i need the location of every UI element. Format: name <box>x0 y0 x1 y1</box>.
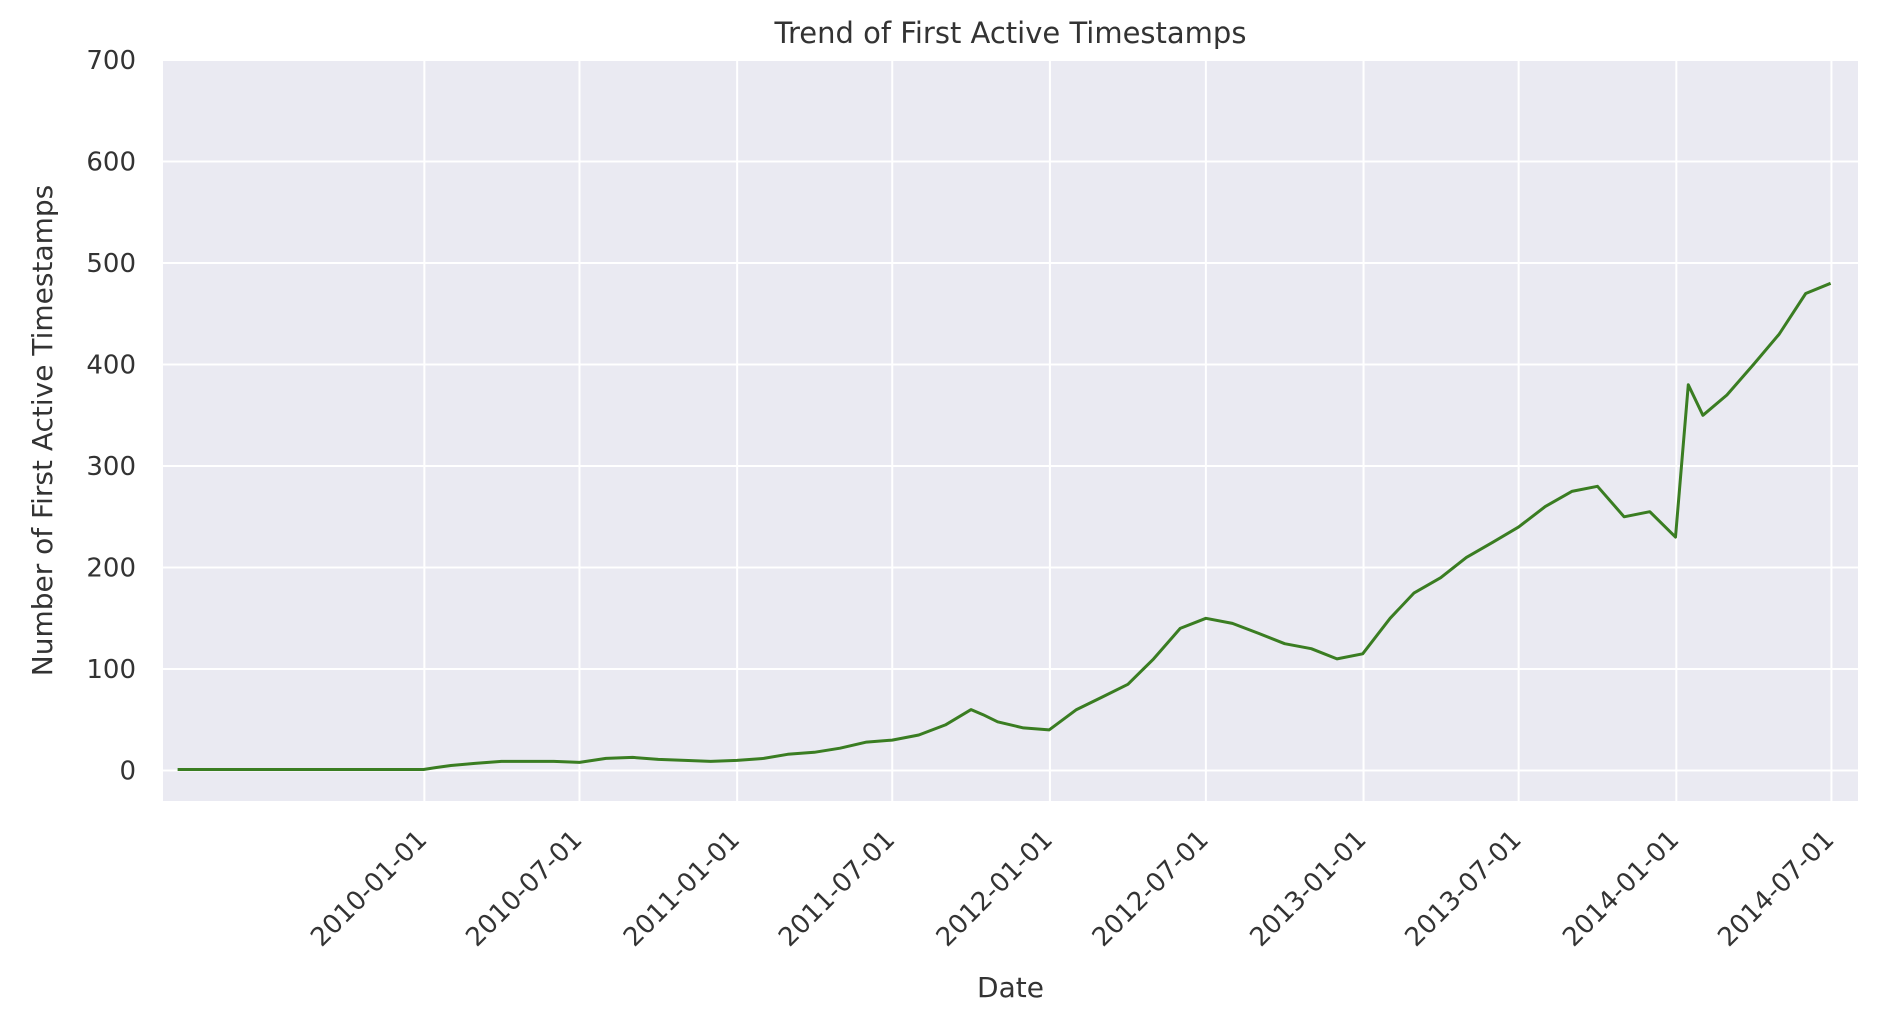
y-axis-ticks: 0 100 200 300 400 500 600 700 <box>86 46 136 787</box>
y-tick-label: 600 <box>86 148 136 178</box>
y-tick-label: 100 <box>86 655 136 685</box>
y-axis-label: Number of First Active Timestamps <box>26 185 59 677</box>
x-tick-label: 2014-07-01 <box>1712 825 1840 953</box>
x-tick-label: 2011-01-01 <box>618 825 746 953</box>
y-tick-label: 200 <box>86 554 136 584</box>
y-tick-label: 0 <box>119 757 136 787</box>
x-axis-ticks: 2010-01-01 2010-07-01 2011-01-01 2011-07-01… <box>305 825 1840 953</box>
series-line <box>177 281 1832 771</box>
y-tick-label: 400 <box>86 351 136 381</box>
y-tick-label: 500 <box>86 249 136 279</box>
y-tick-label: 300 <box>86 452 136 482</box>
x-tick-label: 2014-01-01 <box>1557 825 1685 953</box>
x-tick-label: 2010-01-01 <box>305 825 433 953</box>
x-tick-label: 2012-01-01 <box>931 825 1059 953</box>
grid-lines <box>163 59 1858 801</box>
plot-area <box>163 60 1858 801</box>
x-tick-label: 2013-01-01 <box>1244 825 1372 953</box>
x-tick-label: 2012-07-01 <box>1087 825 1215 953</box>
x-tick-label: 2010-07-01 <box>460 825 588 953</box>
y-tick-label: 700 <box>86 46 136 76</box>
x-axis-label: Date <box>977 971 1044 1004</box>
x-tick-label: 2011-07-01 <box>773 825 901 953</box>
chart-title: Trend of First Active Timestamps <box>774 16 1247 50</box>
x-tick-label: 2013-07-01 <box>1400 825 1528 953</box>
